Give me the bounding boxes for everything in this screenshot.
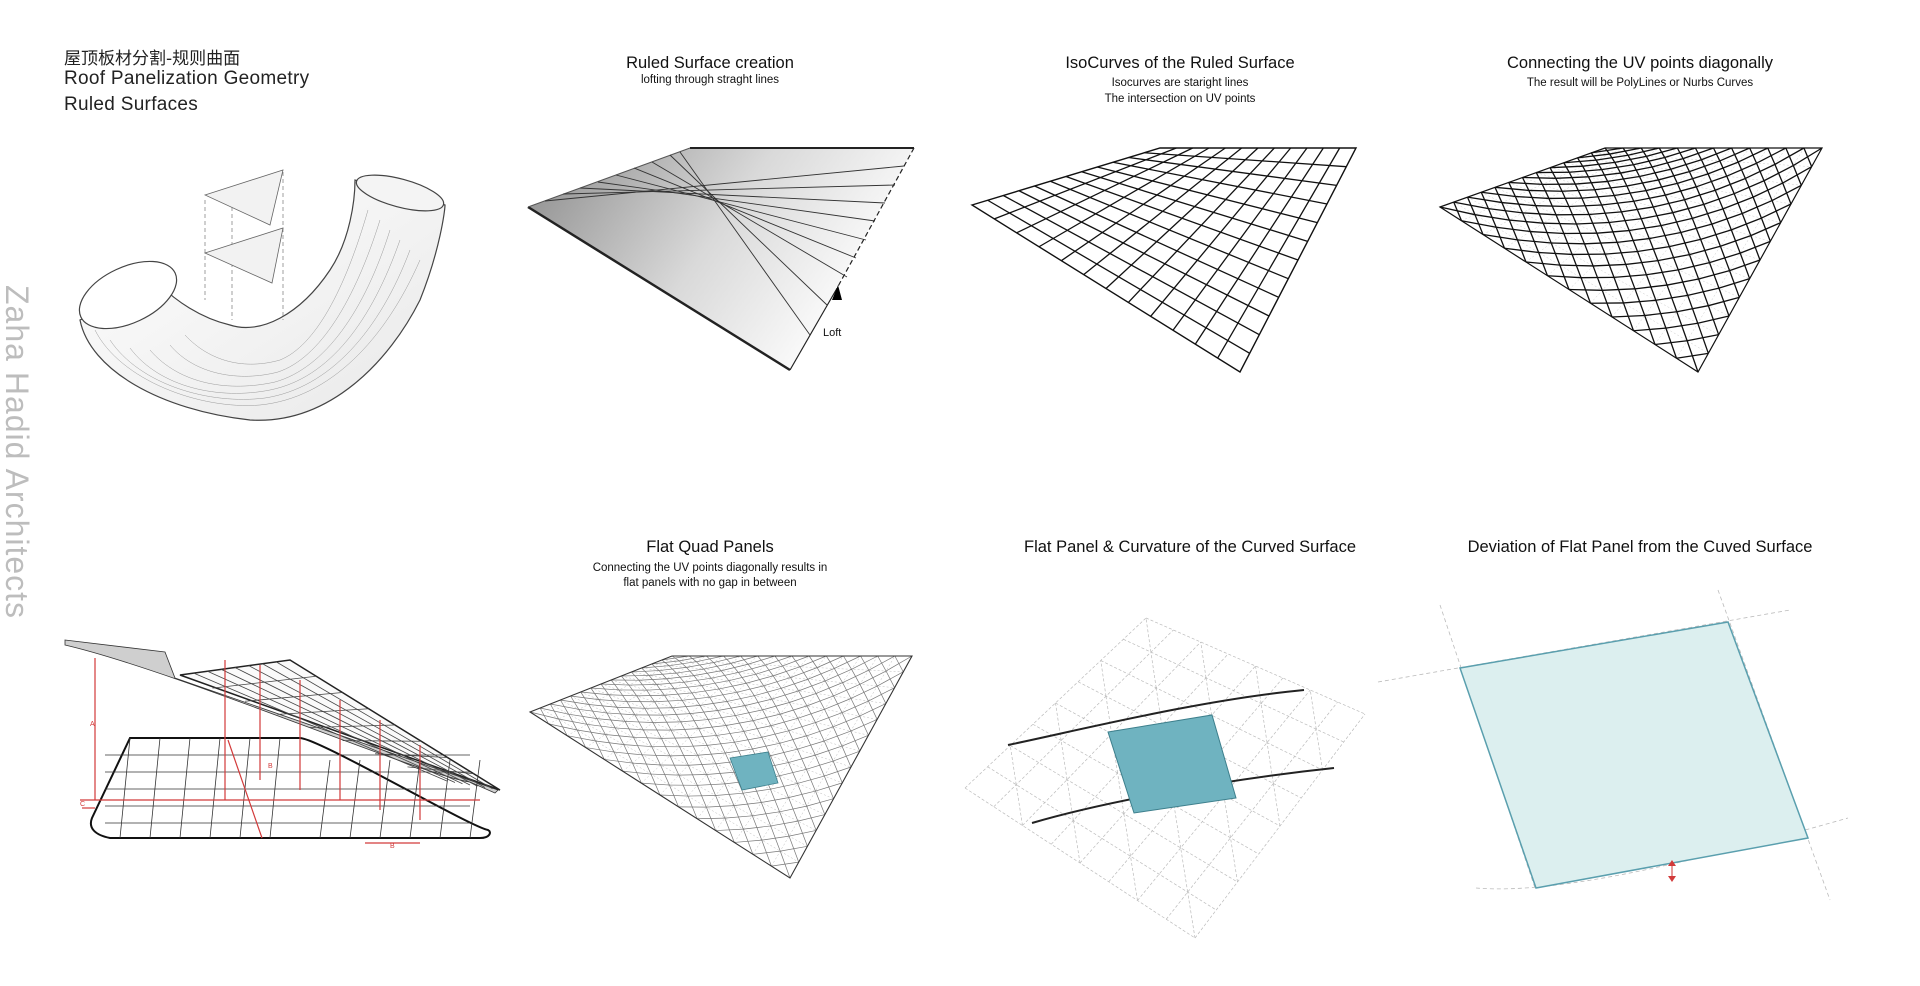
panel-title-flat-curvature: Flat Panel & Curvature of the Curved Sur… [1024,538,1356,556]
ruled-surface-figure [527,147,915,372]
panel-title-ruled-surface: Ruled Surface creation [626,54,794,72]
panel-title-isocurves: IsoCurves of the Ruled Surface [1065,54,1295,72]
isocurve-grid-figure [970,147,1358,373]
flat-panel-curvature-figure [964,617,1366,939]
dimension-c-label: C [80,801,85,808]
title-english-line2: Ruled Surfaces [64,94,199,115]
title-chinese: 屋顶板材分割-规则曲面 [64,49,241,69]
panel-sub-flat-quad-1: Connecting the UV points diagonally resu… [592,562,828,574]
panel-title-flat-quad: Flat Quad Panels [646,538,774,556]
flat-quad-panels-figure [528,655,913,879]
panel-sub-uv-diagonal: The result will be PolyLines or Nurbs Cu… [1526,77,1754,89]
panel-title-uv-diagonal: Connecting the UV points diagonally [1506,54,1773,72]
curved-tube-figure [78,169,446,421]
panel-sub-ruled-surface: lofting through straght lines [640,74,780,86]
dimension-b-lower-label: B [390,843,395,850]
title-english-line1: Roof Panelization Geometry [64,68,310,89]
panel-sub-isocurves-1: Isocurves are staright lines [1111,77,1249,89]
dimension-a-label: A [90,721,95,728]
dimension-b-upper-label: B [268,763,273,770]
roof-panelization-figure [64,639,501,844]
diagonal-uv-grid-figure [1438,147,1824,373]
panel-sub-isocurves-2: The intersection on UV points [1104,93,1256,105]
panel-title-deviation: Deviation of Flat Panel from the Cuved S… [1467,538,1813,556]
deviation-figure [1377,589,1849,901]
zaha-hadid-watermark: Zaha Hadid Architects [0,285,35,620]
loft-label: Loft [823,327,841,339]
panel-sub-flat-quad-2: flat panels with no gap in between [623,577,797,589]
